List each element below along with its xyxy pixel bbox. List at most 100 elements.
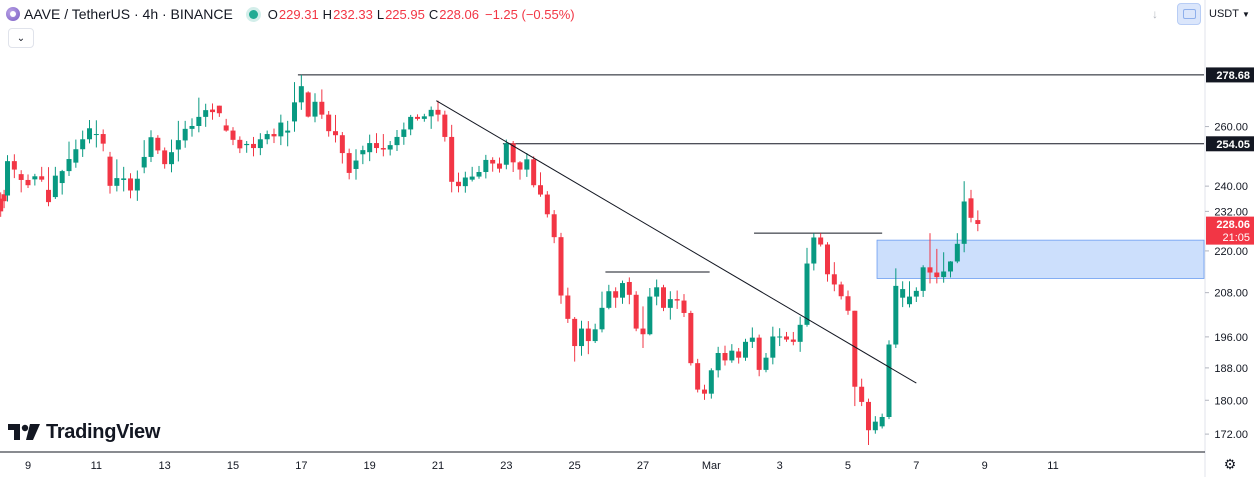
candle-body <box>435 109 441 115</box>
x-tick-label: Mar <box>702 460 721 472</box>
candle-body <box>859 386 865 402</box>
gear-icon[interactable]: ⚙ <box>1223 456 1237 472</box>
y-tick-label: 232.00 <box>1214 206 1248 218</box>
candle-body <box>244 143 250 146</box>
candle <box>421 113 427 122</box>
candle-body <box>660 287 666 308</box>
candle-body <box>900 289 906 298</box>
candle-body <box>579 328 585 347</box>
support-resistance-lines <box>297 74 1204 273</box>
candle <box>517 161 523 180</box>
candle-body <box>449 136 455 182</box>
candle-body <box>257 139 263 149</box>
candle-body <box>715 353 721 371</box>
candle <box>298 74 304 110</box>
candle <box>831 262 837 292</box>
x-tick-label: 11 <box>91 460 102 472</box>
trendline <box>436 100 917 384</box>
candle-body <box>25 179 31 186</box>
candle-body <box>674 299 680 301</box>
candle <box>107 151 113 194</box>
candle <box>305 91 311 118</box>
price-label-text: 228.06 <box>1216 219 1250 231</box>
candle <box>613 287 619 308</box>
demand-zone <box>876 239 1205 279</box>
candle-body <box>121 178 127 180</box>
candle <box>674 290 680 309</box>
candle <box>66 141 72 176</box>
candle-body <box>865 401 871 431</box>
candle <box>148 130 154 163</box>
candle <box>271 128 277 144</box>
chevron-down-icon: ▼ <box>1241 9 1250 19</box>
candle-body <box>968 198 974 218</box>
collapse-legend-button[interactable]: ⌄ <box>8 28 34 48</box>
candle-body <box>688 312 694 364</box>
download-arrow-icon[interactable]: ↓ <box>1152 7 1158 21</box>
candle-body <box>811 237 817 264</box>
candle-body <box>824 244 830 275</box>
candle <box>633 291 639 332</box>
candle <box>93 120 99 148</box>
chart-header: AAVE / TetherUS · 4h · BINANCE O229.31 H… <box>6 4 575 24</box>
candle <box>524 153 530 177</box>
candle-body <box>39 176 45 180</box>
price-change: −1.25 (−0.55%) <box>484 6 575 22</box>
y-tick-label: 208.00 <box>1214 288 1248 300</box>
candle-body <box>11 161 17 170</box>
candle <box>374 133 380 154</box>
candle-body <box>722 353 728 361</box>
candle-body <box>87 128 93 140</box>
candle <box>257 133 263 156</box>
candle-body <box>818 237 824 245</box>
currency-selector[interactable]: USDT ▼ <box>1209 5 1253 23</box>
candle-body <box>701 389 707 394</box>
candle-body <box>162 150 168 165</box>
candle <box>660 284 666 312</box>
candle-body <box>524 159 530 170</box>
candle-body <box>510 143 516 163</box>
candle-body <box>155 137 161 151</box>
x-tick-label: 9 <box>25 460 31 472</box>
candle <box>196 97 202 133</box>
candle <box>729 344 735 363</box>
candle <box>763 353 769 373</box>
candle <box>695 358 701 393</box>
candle-body <box>203 110 209 117</box>
candle <box>947 261 953 278</box>
candle-body <box>114 178 120 186</box>
candle-body <box>742 341 748 358</box>
candle <box>490 157 496 172</box>
candle-body <box>408 116 414 130</box>
screenshot-button[interactable] <box>1177 3 1201 25</box>
candle <box>326 110 332 137</box>
candle-body <box>428 109 434 117</box>
candle <box>579 320 585 356</box>
candle-body <box>312 101 318 117</box>
candle-body <box>681 300 687 313</box>
candle-body <box>886 344 892 417</box>
candle <box>756 334 762 377</box>
symbol-title[interactable]: AAVE / TetherUS · 4h · BINANCE <box>24 6 233 22</box>
chevron-down-icon: ⌄ <box>16 32 26 44</box>
candle <box>544 191 550 218</box>
candle <box>264 130 270 145</box>
candle-body <box>695 363 701 390</box>
candle <box>1 189 7 209</box>
candle-body <box>5 161 11 196</box>
candle-body <box>920 267 926 291</box>
candle-body <box>783 336 789 340</box>
candle-body <box>872 421 878 431</box>
tradingview-logo[interactable]: TradingView <box>8 421 160 443</box>
candle <box>155 135 161 154</box>
candle <box>353 149 359 180</box>
candle <box>975 210 981 232</box>
candle-body <box>804 263 810 325</box>
candle-body <box>18 174 24 180</box>
candle-body <box>517 162 523 170</box>
y-tick-label: 240.00 <box>1214 181 1248 193</box>
candle <box>681 294 687 318</box>
candle <box>462 171 468 193</box>
